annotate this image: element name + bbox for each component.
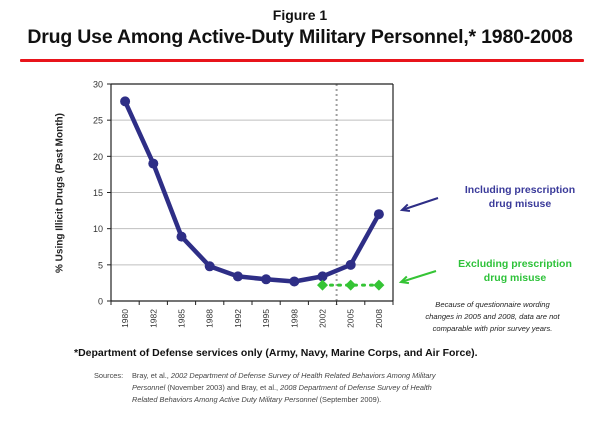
data-point-including — [373, 209, 384, 220]
legend-excluding-line1: Excluding prescription — [458, 258, 572, 270]
x-tick-label: 1995 — [261, 309, 271, 328]
title-underline — [20, 59, 584, 62]
y-tick-label: 30 — [93, 80, 103, 90]
footnote: *Department of Defense services only (Ar… — [74, 347, 478, 359]
figure-label: Figure 1 — [272, 7, 328, 23]
x-tick-label: 2008 — [374, 309, 384, 328]
data-point-including — [289, 276, 300, 287]
y-tick-label: 5 — [98, 260, 103, 270]
data-point-including — [204, 261, 215, 272]
x-tick-label: 2005 — [346, 309, 356, 328]
caveat-line2: changes in 2005 and 2008, data are not — [425, 312, 560, 321]
y-tick-label: 20 — [93, 152, 103, 162]
annotation-arrows — [398, 197, 439, 285]
sources-title: 2008 Department of Defense Survey of Hea… — [280, 383, 432, 392]
arrow-including — [401, 197, 439, 211]
y-tick-label: 15 — [93, 188, 103, 198]
data-point-excluding — [373, 279, 385, 291]
y-axis-label: % Using Illicit Drugs (Past Month) — [54, 112, 66, 274]
y-ticks: 0 5 10 15 20 25 30 — [93, 80, 111, 307]
x-tick-label: 1982 — [148, 309, 158, 328]
sources-text: Bray, et al., — [132, 371, 171, 380]
x-tick-label: 1998 — [289, 309, 299, 328]
arrow-excluding-head — [398, 275, 410, 285]
sources-text: (September 2009). — [317, 395, 382, 404]
data-point-excluding — [317, 279, 328, 291]
series-line-including — [123, 100, 381, 284]
sources-label: Sources: — [94, 371, 124, 380]
legend-including: Including prescription drug misuse — [445, 183, 595, 211]
sources: Sources: Bray, et al., 2002 Department of… — [94, 370, 436, 406]
data-point-including — [176, 231, 187, 242]
series — [120, 96, 385, 291]
legend-including-line2: drug misuse — [488, 198, 552, 210]
data-point-including — [317, 271, 328, 282]
legend-excluding: Excluding prescription drug misuse — [440, 257, 590, 285]
data-point-including — [120, 96, 131, 107]
gridlines — [111, 83, 393, 305]
data-point-including — [148, 158, 159, 169]
caveat-line3: comparable with prior survey years. — [432, 324, 553, 333]
x-tick-label: 2002 — [318, 309, 328, 328]
y-tick-label: 10 — [93, 224, 103, 234]
x-ticks: 1980 1982 1985 1988 1992 1995 1998 2002 2005 2008 — [110, 301, 394, 328]
arrow-including-head — [399, 203, 411, 213]
legend-including-line1: Including prescription — [464, 184, 576, 196]
caveat-line1: Because of questionnaire wording — [435, 300, 550, 309]
data-point-including — [261, 274, 272, 285]
sources-text: (November 2003) and Bray, et al., — [165, 383, 281, 392]
sources-title: 2002 Department of Defense Survey of Hea… — [170, 371, 436, 380]
y-tick-label: 0 — [98, 297, 103, 307]
y-tick-label: 25 — [93, 116, 103, 126]
x-tick-label: 1988 — [205, 309, 215, 328]
data-point-including — [232, 271, 243, 282]
sources-title: Personnel — [132, 383, 166, 392]
x-tick-label: 1980 — [120, 309, 130, 328]
chart-title: Drug Use Among Active-Duty Military Pers… — [27, 26, 573, 48]
x-tick-label: 1985 — [177, 309, 187, 328]
legend-excluding-line2: drug misuse — [483, 272, 547, 284]
sources-title: Related Behaviors Among Active Duty Mili… — [132, 395, 318, 404]
x-tick-label: 1992 — [233, 309, 243, 328]
arrow-excluding — [400, 270, 437, 283]
data-point-including — [345, 259, 356, 270]
data-point-excluding — [345, 279, 357, 291]
caveat-note: Because of questionnaire wording changes… — [395, 299, 590, 335]
